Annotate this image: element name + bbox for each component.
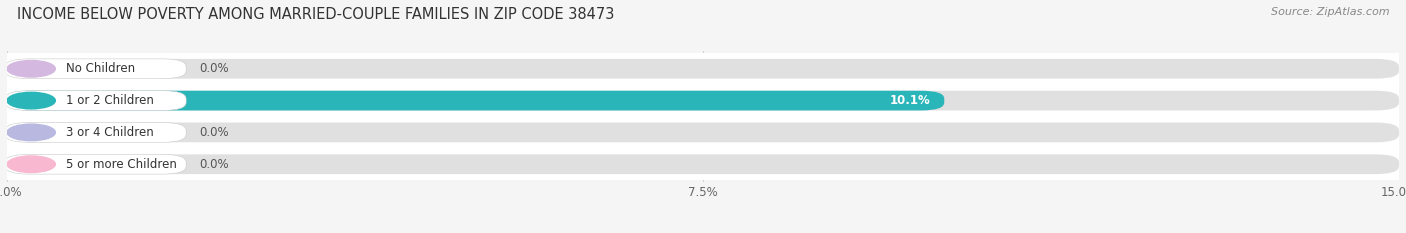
Circle shape	[7, 156, 55, 172]
FancyBboxPatch shape	[7, 59, 1399, 79]
Text: Source: ZipAtlas.com: Source: ZipAtlas.com	[1271, 7, 1389, 17]
FancyBboxPatch shape	[7, 154, 1399, 174]
FancyBboxPatch shape	[6, 123, 186, 142]
FancyBboxPatch shape	[7, 85, 1399, 116]
Text: 0.0%: 0.0%	[200, 126, 229, 139]
Text: 5 or more Children: 5 or more Children	[66, 158, 177, 171]
FancyBboxPatch shape	[7, 53, 1399, 85]
Text: 3 or 4 Children: 3 or 4 Children	[66, 126, 155, 139]
Text: 1 or 2 Children: 1 or 2 Children	[66, 94, 155, 107]
Circle shape	[7, 92, 55, 109]
FancyBboxPatch shape	[6, 91, 186, 110]
Text: 10.1%: 10.1%	[890, 94, 931, 107]
FancyBboxPatch shape	[6, 154, 186, 174]
Text: 0.0%: 0.0%	[200, 158, 229, 171]
Text: INCOME BELOW POVERTY AMONG MARRIED-COUPLE FAMILIES IN ZIP CODE 38473: INCOME BELOW POVERTY AMONG MARRIED-COUPL…	[17, 7, 614, 22]
Circle shape	[7, 61, 55, 77]
FancyBboxPatch shape	[7, 116, 1399, 148]
Text: 0.0%: 0.0%	[200, 62, 229, 75]
FancyBboxPatch shape	[7, 91, 945, 110]
FancyBboxPatch shape	[7, 148, 1399, 180]
FancyBboxPatch shape	[7, 123, 1399, 142]
FancyBboxPatch shape	[7, 91, 1399, 110]
FancyBboxPatch shape	[6, 59, 186, 79]
Circle shape	[7, 124, 55, 141]
Text: No Children: No Children	[66, 62, 135, 75]
